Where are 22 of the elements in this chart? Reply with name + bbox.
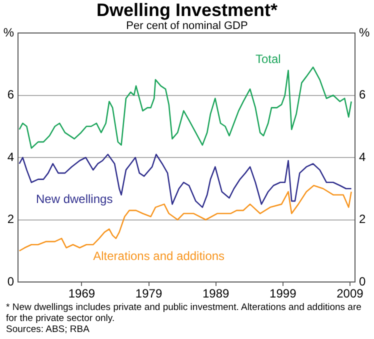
y-tick-label: 4 <box>7 150 14 164</box>
y-tick-label: 0 <box>7 274 14 288</box>
y2-tick-label: % <box>359 25 370 40</box>
x-tick-label: 1979 <box>135 286 162 301</box>
source-note: Sources: ABS; RBA <box>6 324 90 335</box>
x-tick-label: 1969 <box>68 286 96 301</box>
y-tick-label: 2 <box>7 212 14 226</box>
y2-tick-label: 0 <box>359 274 366 288</box>
series-label: New dwellings <box>36 192 113 206</box>
text: * New dwellings includes private and public investment. Alterations and additions are for the private sector only. <box>6 302 362 324</box>
y2-tick-label: 6 <box>359 88 366 102</box>
chart-title: Dwelling Investment* <box>95 0 279 20</box>
x-tick-label: 1999 <box>270 286 297 301</box>
y-tick-label: % <box>3 25 14 40</box>
y2-tick-label: 4 <box>359 150 366 164</box>
x-tick-label: 1989 <box>202 286 230 301</box>
series-label: Total <box>255 52 281 66</box>
x-tick-label: 2009 <box>336 286 364 301</box>
series-label: Alterations and additions <box>93 248 225 263</box>
chart-subtitle: Per cent of nominal GDP <box>126 20 248 32</box>
y-tick-label: 6 <box>7 88 14 102</box>
y2-tick-label: 2 <box>359 212 366 226</box>
